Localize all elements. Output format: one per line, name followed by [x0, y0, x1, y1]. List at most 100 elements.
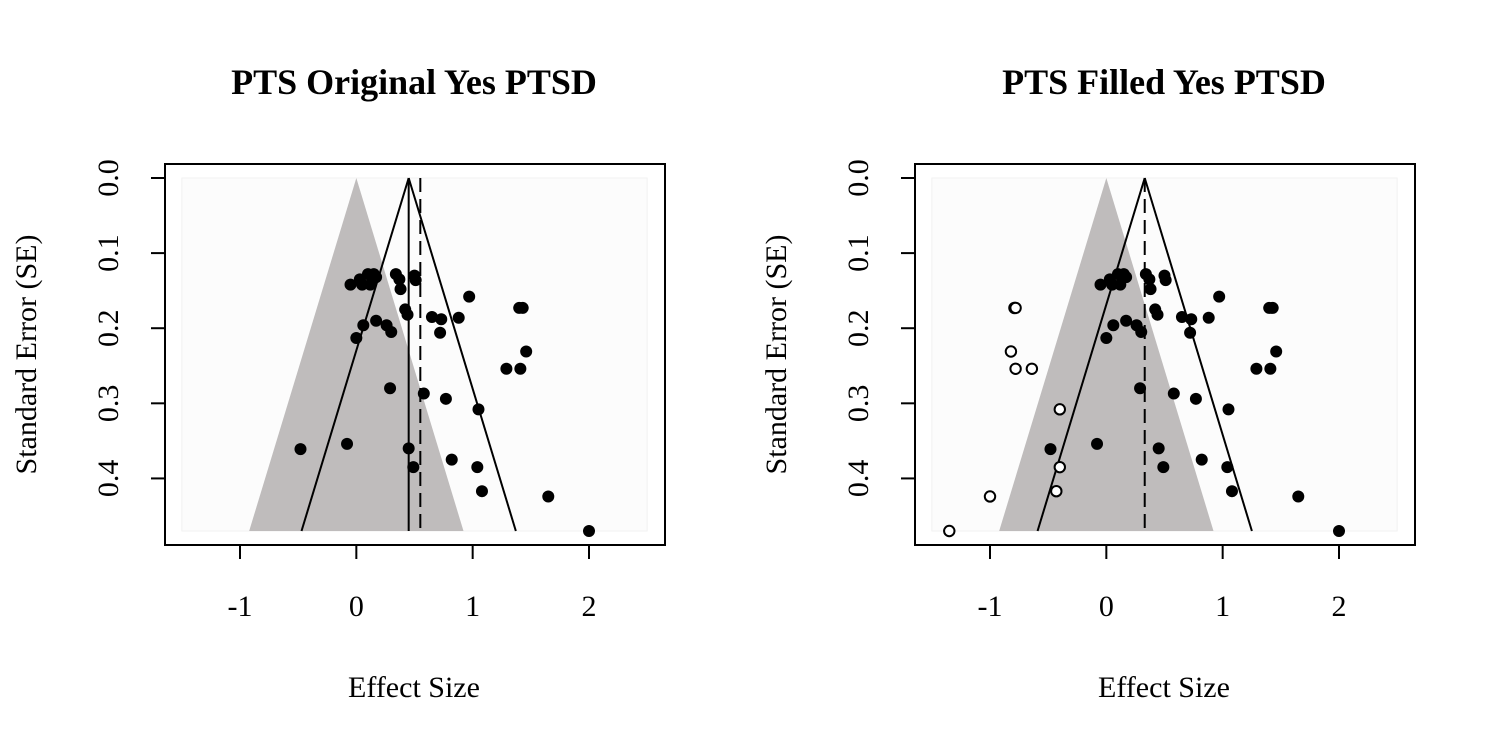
study-point-1-21: [434, 326, 447, 339]
imputed-point-2-1: [1009, 301, 1022, 315]
x-tick-label-1-0: -1: [228, 590, 253, 623]
study-point-1-41: [583, 525, 595, 537]
study-point-1-29: [384, 382, 397, 395]
study-point-1-9: [394, 283, 407, 296]
funnel-left-line-2: [1036, 177, 1146, 532]
study-point-2-34: [1091, 437, 1104, 450]
x-axis-label-2: Effect Size: [1098, 671, 1230, 704]
study-point-2-18: [1135, 325, 1148, 338]
study-point-2-29: [1134, 382, 1147, 395]
study-point-1-22: [452, 311, 465, 324]
study-point-2-30: [1167, 387, 1180, 400]
study-point-2-33: [1044, 443, 1057, 456]
x-tick-label-2-2: 1: [1215, 590, 1230, 623]
study-point-2-41: [1333, 525, 1345, 537]
funnel-left-line-1: [300, 177, 410, 532]
study-point-1-25: [516, 301, 529, 314]
study-point-1-11: [409, 274, 422, 287]
study-point-1-15: [357, 319, 370, 332]
imputed-point-2-9: [943, 524, 956, 538]
study-point-1-14: [350, 331, 363, 344]
study-point-1-13: [401, 308, 414, 321]
study-point-2-36: [1157, 461, 1170, 474]
study-point-1-37: [445, 453, 458, 466]
imputed-point-2-2: [1004, 345, 1018, 358]
y-tick-label-2-0: 0.0: [842, 159, 875, 197]
study-point-2-13: [1151, 308, 1164, 321]
study-point-2-35: [1152, 442, 1165, 455]
plot-frame-1: [164, 163, 666, 546]
study-point-1-19: [425, 310, 438, 323]
y-tick-label-1-3: 0.3: [92, 385, 125, 423]
study-point-2-9: [1144, 283, 1157, 296]
study-point-1-40: [542, 490, 555, 503]
study-point-2-20: [1185, 313, 1198, 326]
chart-title-1: PTS Original Yes PTSD: [231, 62, 597, 102]
study-point-1-32: [472, 403, 485, 416]
study-point-2-37: [1195, 453, 1208, 466]
study-point-1-31: [439, 392, 452, 405]
y-tick-label-1-1: 0.1: [92, 234, 125, 272]
study-point-2-8: [1143, 273, 1156, 286]
study-point-2-23: [1213, 290, 1226, 303]
y-tick-label-2-1: 0.1: [842, 234, 875, 272]
funnel-right-line-2: [1143, 177, 1253, 532]
x-axis-label-1: Effect Size: [348, 671, 480, 704]
study-point-1-30: [417, 387, 430, 400]
study-point-1-33: [294, 443, 307, 456]
x-tick-label-1-1: 0: [349, 590, 364, 623]
study-point-1-35: [402, 442, 415, 455]
x-tick-label-1-3: 2: [582, 590, 597, 623]
x-tick-label-2-3: 2: [1332, 590, 1347, 623]
study-point-1-27: [500, 362, 513, 375]
y-axis-label-1: Standard Error (SE): [10, 235, 43, 475]
imputed-point-2-6: [1053, 460, 1067, 474]
imputed-point-2-4: [1025, 362, 1039, 375]
y-tick-label-1-4: 0.4: [92, 460, 125, 498]
study-point-1-8: [393, 273, 406, 286]
study-point-2-40: [1292, 490, 1305, 503]
study-point-1-26: [520, 345, 533, 358]
chart-title-2: PTS Filled Yes PTSD: [1002, 62, 1326, 102]
y-tick-label-2-2: 0.2: [842, 309, 875, 347]
y-tick-label-1-0: 0.0: [92, 159, 125, 197]
study-point-1-6: [370, 271, 383, 284]
study-point-1-0: [344, 278, 357, 291]
study-point-1-38: [471, 461, 484, 474]
x-tick-label-2-1: 0: [1099, 590, 1114, 623]
study-point-2-25: [1266, 301, 1279, 314]
study-point-2-26: [1270, 345, 1283, 358]
x-tick-label-1-2: 1: [465, 590, 480, 623]
study-point-1-39: [475, 485, 488, 498]
study-point-2-11: [1159, 274, 1172, 287]
study-point-2-16: [1120, 314, 1133, 327]
imputed-point-2-8: [983, 490, 997, 503]
study-point-2-31: [1189, 392, 1202, 405]
study-point-1-20: [435, 313, 448, 326]
funnel-right-line-1: [407, 177, 517, 532]
study-point-1-36: [407, 461, 420, 474]
study-point-1-23: [463, 290, 476, 303]
y-axis-label-2: Standard Error (SE): [760, 235, 793, 475]
study-point-2-19: [1175, 310, 1188, 323]
study-point-2-39: [1225, 485, 1238, 498]
y-tick-label-2-3: 0.3: [842, 385, 875, 423]
imputed-point-2-5: [1053, 403, 1067, 416]
imputed-point-2-7: [1050, 484, 1063, 498]
y-tick-label-1-2: 0.2: [92, 309, 125, 347]
study-point-2-27: [1250, 362, 1263, 375]
study-point-1-18: [385, 325, 398, 338]
study-point-1-16: [370, 314, 383, 327]
study-point-2-15: [1107, 319, 1120, 332]
study-point-1-34: [341, 437, 354, 450]
study-point-1-28: [514, 362, 527, 375]
plot-frame-2: [914, 163, 1416, 546]
study-point-2-0: [1094, 278, 1107, 291]
study-point-2-22: [1202, 311, 1215, 324]
study-point-2-6: [1120, 271, 1133, 284]
y-tick-label-2-4: 0.4: [842, 460, 875, 498]
study-point-2-32: [1222, 403, 1235, 416]
study-point-2-14: [1100, 331, 1113, 344]
